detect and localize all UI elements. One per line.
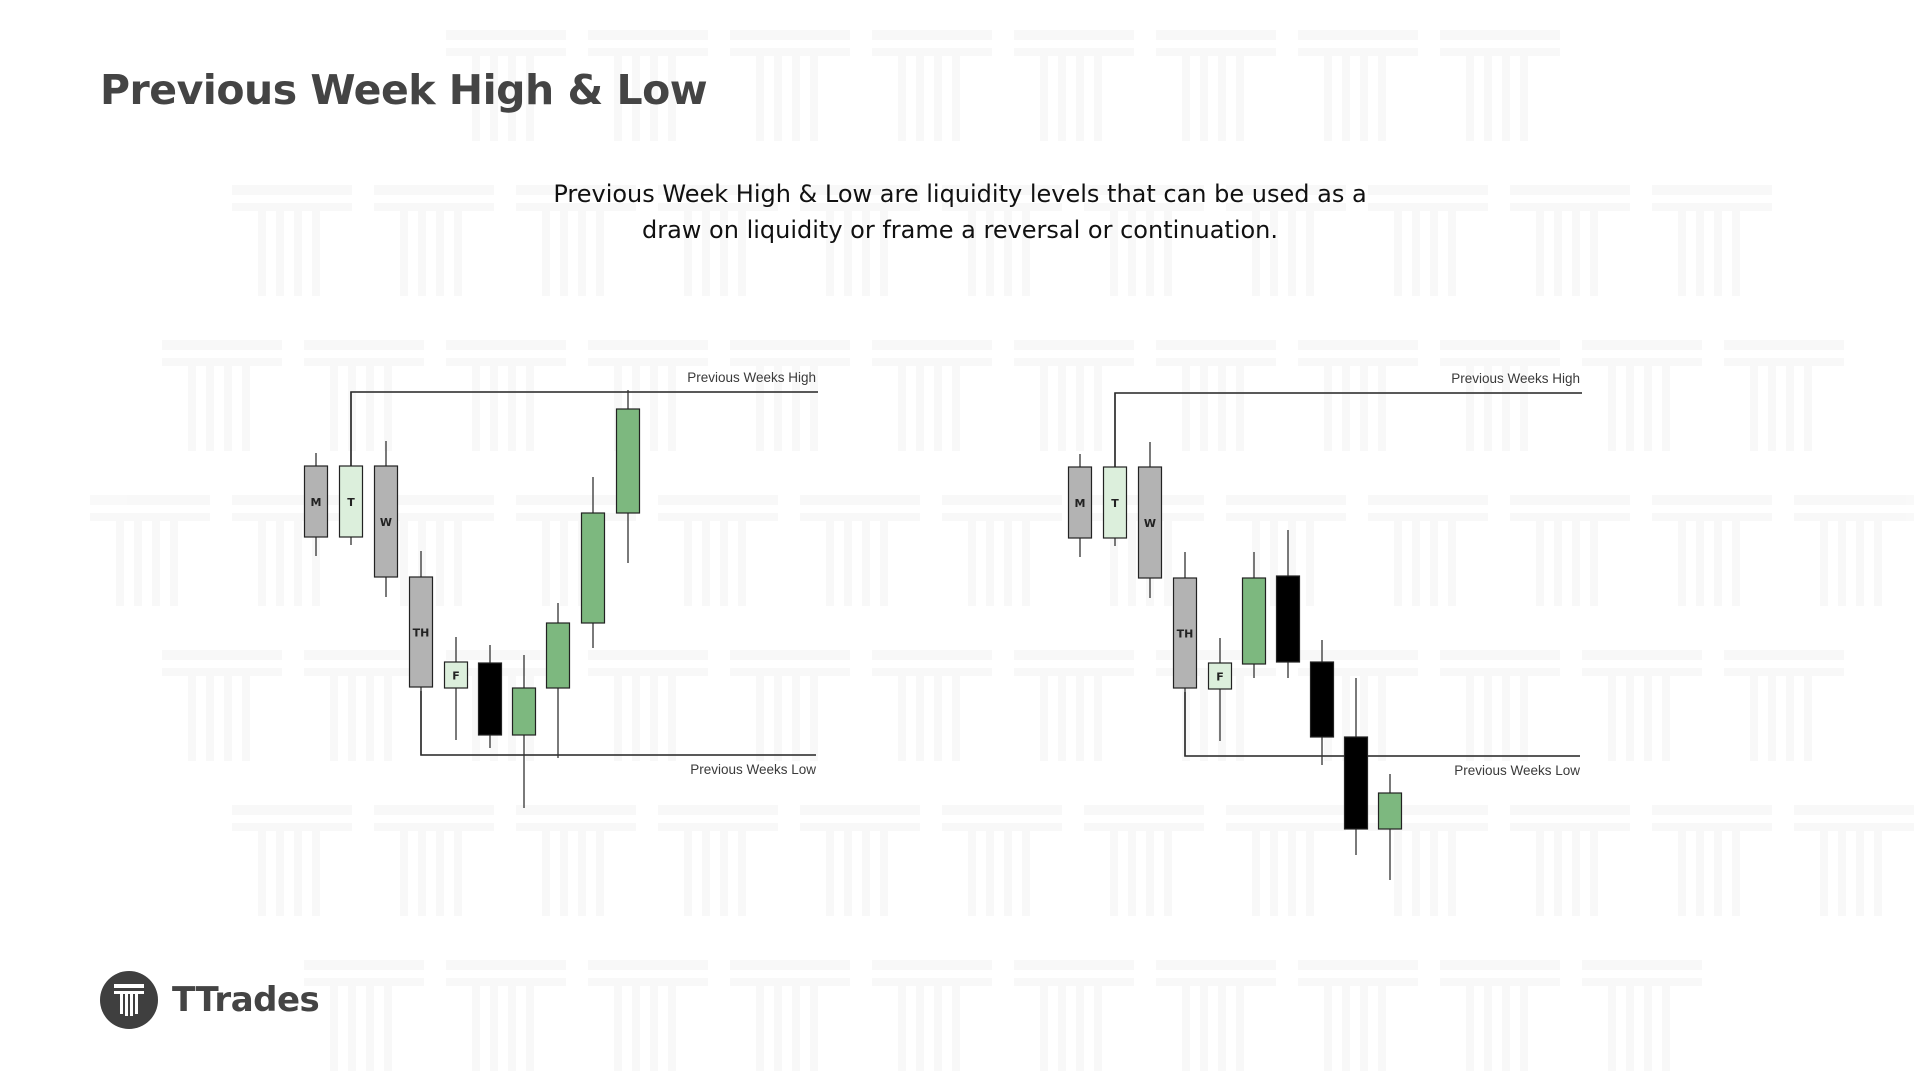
description-line-2: draw on liquidity or frame a reversal or…: [641, 216, 1279, 244]
candle-body: [1241, 577, 1267, 665]
candle-body: [1343, 736, 1369, 830]
candle: T: [338, 392, 364, 545]
candle-body: [303, 465, 329, 538]
diagram-2: Previous Weeks High Previous Weeks Low M T W…: [1067, 371, 1582, 880]
candle: F: [443, 637, 469, 740]
brand: TTrades: [100, 971, 320, 1029]
candle-body: [338, 465, 364, 538]
candle-day-label: T: [347, 496, 355, 509]
candle-day-label: F: [452, 670, 460, 683]
previous-weeks-high-line: [1114, 392, 1582, 468]
candle-body: [1309, 661, 1335, 738]
candle: [1241, 552, 1267, 678]
candle-day-label: W: [1144, 517, 1156, 530]
candle: T: [1102, 393, 1128, 546]
candle-body: [443, 661, 469, 689]
candle: W: [373, 441, 399, 597]
candle-body: [580, 512, 606, 624]
candle-day-label: M: [311, 496, 322, 509]
ttrades-logo-icon: [100, 971, 158, 1029]
candle: [1309, 640, 1335, 765]
page-title: Previous Week High & Low: [100, 66, 708, 114]
candle: [615, 390, 641, 563]
candle-day-label: TH: [413, 627, 430, 640]
candle: [1343, 678, 1369, 855]
candle-body: [477, 662, 503, 736]
diagram-1: Previous Weeks High Previous Weeks Low M T W…: [303, 370, 818, 808]
candle-day-label: T: [1111, 497, 1119, 510]
previous-weeks-high-label: Previous Weeks High: [687, 370, 816, 385]
candle: [1377, 774, 1403, 880]
candle: [477, 645, 503, 748]
candle: W: [1137, 442, 1163, 598]
candle: [511, 655, 537, 808]
candle: M: [1067, 454, 1093, 557]
candle-day-label: TH: [1177, 628, 1194, 641]
candle: [1275, 530, 1301, 678]
candle-body: [511, 687, 537, 736]
candle: F: [1207, 638, 1233, 741]
candle-body: [1137, 466, 1163, 579]
candle: [580, 477, 606, 648]
candle-body: [373, 465, 399, 578]
candle-body: [1377, 792, 1403, 830]
candle-body: [545, 622, 571, 689]
previous-weeks-high-label: Previous Weeks High: [1451, 371, 1580, 386]
candle-body: [1067, 466, 1093, 539]
candle-day-label: M: [1075, 497, 1086, 510]
candle-day-label: F: [1216, 671, 1224, 684]
candle-body: [408, 576, 434, 688]
brand-name: TTrades: [172, 980, 320, 1020]
candle-body: [1102, 466, 1128, 539]
description-text: Previous Week High & Low are liquidity l…: [460, 176, 1460, 248]
description-line-1: Previous Week High & Low are liquidity l…: [553, 180, 1367, 208]
previous-weeks-low-label: Previous Weeks Low: [690, 762, 816, 777]
candle-body: [1207, 662, 1233, 690]
previous-weeks-low-label: Previous Weeks Low: [1454, 763, 1580, 778]
previous-weeks-low-line: [1184, 692, 1580, 757]
candle: M: [303, 453, 329, 556]
previous-weeks-high-line: [350, 391, 818, 467]
candle-body: [1275, 575, 1301, 663]
candle-day-label: W: [380, 516, 392, 529]
candle: TH: [408, 551, 434, 755]
candle-body: [1172, 577, 1198, 689]
candle: TH: [1172, 552, 1198, 756]
candle-body: [615, 408, 641, 514]
candle: [545, 603, 571, 758]
